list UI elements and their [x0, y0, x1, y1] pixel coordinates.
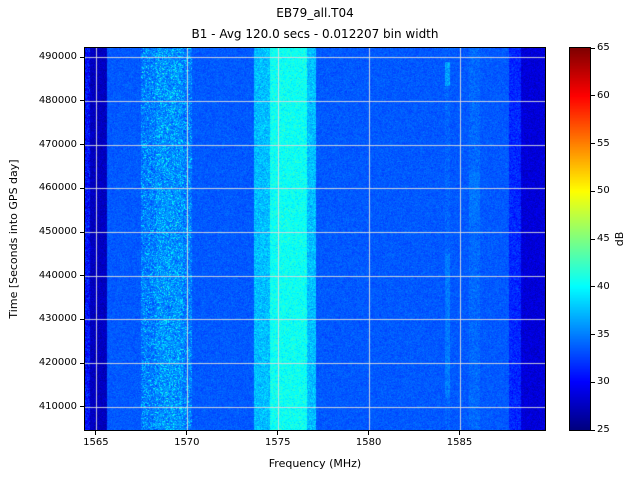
- x-tick-mark: [186, 431, 188, 435]
- colorbar-tick-mark: [591, 143, 595, 144]
- y-tick-mark: [80, 187, 84, 189]
- colorbar-tick-label: 25: [597, 424, 610, 435]
- y-tick-label: 440000: [38, 269, 77, 281]
- y-tick-label: 480000: [38, 94, 77, 106]
- y-tick-label: 420000: [38, 357, 77, 369]
- y-tick-mark: [80, 56, 84, 58]
- colorbar-tick-mark: [591, 47, 595, 49]
- y-tick-label: 430000: [38, 313, 77, 325]
- x-tick-label: 1565: [83, 437, 109, 448]
- y-tick-mark: [80, 362, 84, 364]
- colorbar-tick-label: 50: [597, 185, 610, 197]
- x-tick-label: 1575: [264, 437, 291, 448]
- spectrogram-canvas: [85, 48, 545, 430]
- colorbar-tick-mark: [591, 429, 595, 431]
- y-tick-mark: [80, 144, 84, 146]
- y-tick-mark: [80, 406, 84, 408]
- colorbar-tick-label: 30: [597, 376, 610, 388]
- colorbar-tick-mark: [591, 190, 595, 192]
- colorbar-tick-label: 65: [597, 42, 610, 53]
- x-tick-mark: [95, 431, 97, 435]
- x-tick-label: 1580: [355, 437, 382, 448]
- y-tick-label: 410000: [38, 400, 77, 412]
- colorbar-tick-label: 45: [597, 233, 610, 244]
- colorbar-canvas: [570, 48, 590, 430]
- colorbar-tick-mark: [591, 238, 595, 240]
- figure-title: EB79_all.T04: [276, 6, 354, 20]
- colorbar-tick-label: 55: [597, 137, 610, 149]
- heatmap-plot-area: [84, 47, 546, 431]
- x-tick-mark: [277, 431, 279, 435]
- colorbar-tick-label: 60: [597, 89, 610, 101]
- y-tick-label: 450000: [38, 226, 77, 237]
- y-tick-label: 460000: [38, 182, 77, 194]
- colorbar-tick-label: 35: [597, 328, 610, 340]
- y-tick-label: 470000: [38, 138, 77, 150]
- colorbar: [569, 47, 591, 431]
- colorbar-tick-mark: [591, 95, 595, 97]
- colorbar-tick-mark: [591, 286, 595, 288]
- y-tick-mark: [80, 318, 84, 320]
- axes-title: B1 - Avg 120.0 secs - 0.012207 bin width: [191, 27, 439, 41]
- x-tick-label: 1585: [446, 437, 473, 448]
- y-tick-mark: [80, 100, 84, 102]
- x-axis-label: Frequency (MHz): [268, 457, 362, 470]
- colorbar-tick-mark: [591, 381, 595, 383]
- x-tick-mark: [368, 431, 370, 435]
- colorbar-tick-mark: [591, 334, 595, 335]
- y-tick-mark: [80, 231, 84, 233]
- x-tick-label: 1570: [174, 437, 200, 448]
- y-tick-mark: [80, 275, 84, 277]
- y-tick-label: 490000: [38, 51, 77, 63]
- x-tick-mark: [459, 431, 461, 435]
- colorbar-tick-label: 40: [597, 280, 610, 292]
